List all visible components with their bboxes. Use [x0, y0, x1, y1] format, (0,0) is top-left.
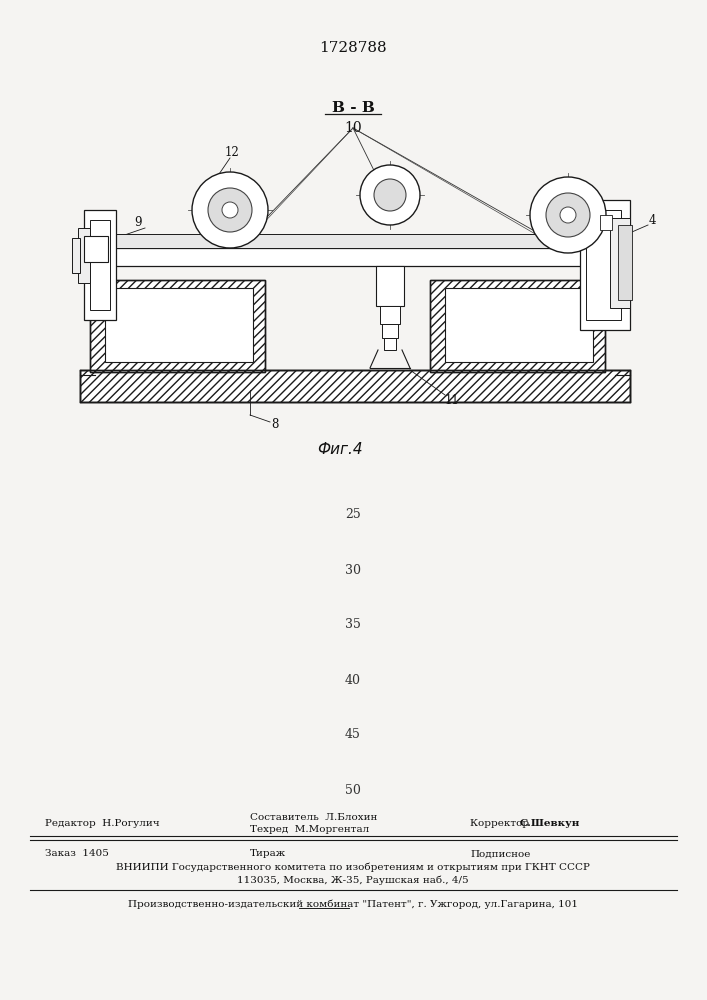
Bar	[84, 245, 99, 257]
Text: 8: 8	[271, 418, 279, 432]
Text: В - В: В - В	[332, 101, 375, 115]
Circle shape	[192, 172, 268, 248]
Text: 10: 10	[344, 121, 362, 135]
Text: 35: 35	[345, 618, 361, 632]
Text: 45: 45	[345, 728, 361, 742]
Bar	[90, 248, 610, 266]
Text: 9: 9	[134, 216, 141, 229]
Circle shape	[546, 193, 590, 237]
Bar	[430, 280, 605, 372]
Text: 4: 4	[648, 214, 656, 227]
Text: Производственно-издательский комбинат "Патент", г. Ужгород, ул.Гагарина, 101: Производственно-издательский комбинат "П…	[128, 899, 578, 909]
Text: Заказ  1405: Заказ 1405	[45, 850, 109, 858]
Bar	[445, 288, 593, 362]
Circle shape	[222, 202, 238, 218]
Bar	[78, 228, 90, 283]
Text: Техред  М.Моргентал: Техред М.Моргентал	[250, 824, 369, 834]
Circle shape	[208, 188, 252, 232]
Bar	[586, 210, 621, 320]
Text: 40: 40	[345, 674, 361, 686]
Bar	[84, 236, 108, 262]
Bar	[80, 370, 630, 402]
Text: Подписное: Подписное	[470, 850, 530, 858]
Bar	[72, 238, 80, 273]
Circle shape	[530, 177, 606, 253]
Bar	[600, 215, 612, 230]
Bar	[90, 280, 265, 372]
Bar	[382, 324, 398, 338]
Text: 50: 50	[345, 784, 361, 796]
Bar	[90, 220, 110, 310]
Text: 11: 11	[445, 393, 460, 406]
Text: Редактор  Н.Рогулич: Редактор Н.Рогулич	[45, 818, 160, 828]
Text: С.Шевкун: С.Шевкун	[520, 818, 580, 828]
Circle shape	[560, 207, 576, 223]
Circle shape	[360, 165, 420, 225]
Text: 113035, Москва, Ж-35, Раушская наб., 4/5: 113035, Москва, Ж-35, Раушская наб., 4/5	[237, 875, 469, 885]
Bar	[80, 370, 630, 402]
Text: Тираж: Тираж	[250, 850, 286, 858]
Text: Корректор: Корректор	[470, 818, 536, 828]
Text: Фиг.4: Фиг.4	[317, 442, 363, 458]
Text: 12: 12	[225, 145, 240, 158]
Bar	[618, 225, 632, 300]
Text: ВНИИПИ Государственного комитета по изобретениям и открытиям при ГКНТ СССР: ВНИИПИ Государственного комитета по изоб…	[116, 862, 590, 872]
Bar	[380, 306, 400, 324]
Text: 25: 25	[345, 508, 361, 522]
Bar	[90, 234, 610, 248]
Bar	[580, 200, 630, 330]
Bar	[105, 288, 253, 362]
Text: 1728788: 1728788	[319, 41, 387, 55]
Bar	[384, 338, 396, 350]
Bar	[84, 210, 116, 320]
Circle shape	[374, 179, 406, 211]
Bar	[610, 218, 630, 308]
Text: Составитель  Л.Блохин: Составитель Л.Блохин	[250, 812, 378, 822]
Bar	[90, 280, 265, 372]
Bar	[430, 280, 605, 372]
Text: 30: 30	[345, 564, 361, 576]
Bar	[376, 266, 404, 306]
